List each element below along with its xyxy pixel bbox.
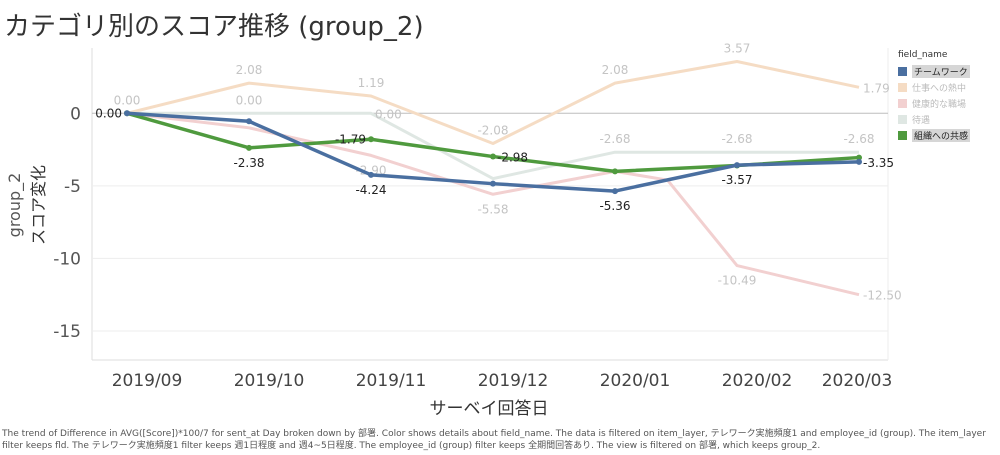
data-label: 3.57	[724, 41, 751, 55]
legend-item[interactable]: 仕事への熱中	[898, 79, 998, 95]
data-label: -2.68	[721, 132, 752, 146]
data-label: -1.79	[335, 132, 366, 146]
data-point	[124, 110, 130, 117]
legend-items: チームワーク 仕事への熱中 健康的な職場 待遇組織への共感	[898, 63, 998, 143]
legend-swatch	[898, 98, 907, 108]
series-line-健康的な職場	[126, 111, 860, 297]
legend-swatch	[898, 130, 907, 140]
legend-item[interactable]: 待遇	[898, 111, 998, 127]
data-point	[490, 180, 496, 187]
legend-label: 組織への共感	[912, 128, 971, 142]
legend-label: 仕事への熱中	[912, 83, 967, 94]
data-label: 1.19	[358, 76, 385, 90]
series-line-仕事への熱中	[126, 59, 860, 145]
x-axis-title: サーベイ回答日	[430, 399, 549, 419]
legend-swatch	[898, 66, 907, 76]
data-point	[490, 153, 496, 160]
data-label: 0.00	[95, 106, 122, 120]
y-tick-label: -5	[64, 177, 81, 197]
legend-swatch	[898, 82, 907, 92]
x-tick-label: 2019/11	[356, 371, 427, 391]
legend-item[interactable]: 健康的な職場	[898, 95, 998, 111]
data-label: -2.98	[497, 151, 528, 165]
y-tick-label: -10	[53, 249, 81, 269]
x-tick-label: 2019/09	[112, 371, 183, 391]
data-point	[856, 154, 862, 161]
data-point	[368, 171, 374, 178]
data-label: -5.36	[599, 199, 630, 213]
legend-swatch	[898, 114, 907, 124]
data-label: -12.50	[863, 289, 902, 303]
data-point	[246, 144, 252, 151]
data-label: -2.68	[843, 132, 874, 146]
x-tick-label: 2019/12	[478, 371, 549, 391]
x-tick-label: 2020/02	[722, 371, 793, 391]
legend-item[interactable]: チームワーク	[898, 63, 998, 79]
data-point	[246, 118, 252, 125]
y-axis-title: スコア変化	[29, 165, 48, 245]
data-label: -4.24	[355, 183, 386, 197]
legend-item[interactable]: 組織への共感	[898, 127, 998, 143]
data-label: 0.00	[375, 107, 402, 121]
data-label: 0.00	[236, 93, 263, 107]
data-label: 0.00	[114, 93, 141, 107]
data-point	[612, 188, 618, 195]
y-tick-label: 0	[70, 104, 81, 124]
data-label: 2.08	[602, 63, 629, 77]
legend: field_name チームワーク 仕事への熱中 健康的な職場 待遇組織への共感	[898, 50, 998, 143]
y-tick-label: -15	[53, 322, 81, 342]
data-label: -3.35	[863, 156, 894, 170]
data-point	[368, 136, 374, 143]
chart-caption: The trend of Difference in AVG([Score])*…	[2, 429, 986, 451]
data-label: -5.58	[477, 202, 508, 216]
data-point	[856, 158, 862, 165]
x-tick-label: 2020/03	[822, 371, 893, 391]
legend-label: 健康的な職場	[912, 99, 967, 110]
data-point	[734, 162, 740, 169]
x-tick-label: 2019/10	[234, 371, 305, 391]
legend-label: 待遇	[912, 115, 931, 126]
chart-title: カテゴリ別のスコア推移 (group_2)	[4, 12, 424, 42]
legend-label: チームワーク	[912, 64, 970, 78]
data-label: -2.38	[233, 156, 264, 170]
data-label: 2.08	[236, 63, 263, 77]
data-label: -10.49	[718, 274, 757, 288]
x-tick-label: 2020/01	[600, 371, 671, 391]
data-label: -2.68	[599, 132, 630, 146]
data-point	[612, 168, 618, 175]
data-label: -2.08	[477, 123, 508, 137]
series-line-待遇	[127, 111, 859, 181]
data-label: -3.57	[721, 173, 752, 187]
y-axis-title-group: group_2	[5, 173, 25, 238]
data-label: 1.79	[863, 81, 890, 95]
legend-title: field_name	[898, 50, 948, 60]
